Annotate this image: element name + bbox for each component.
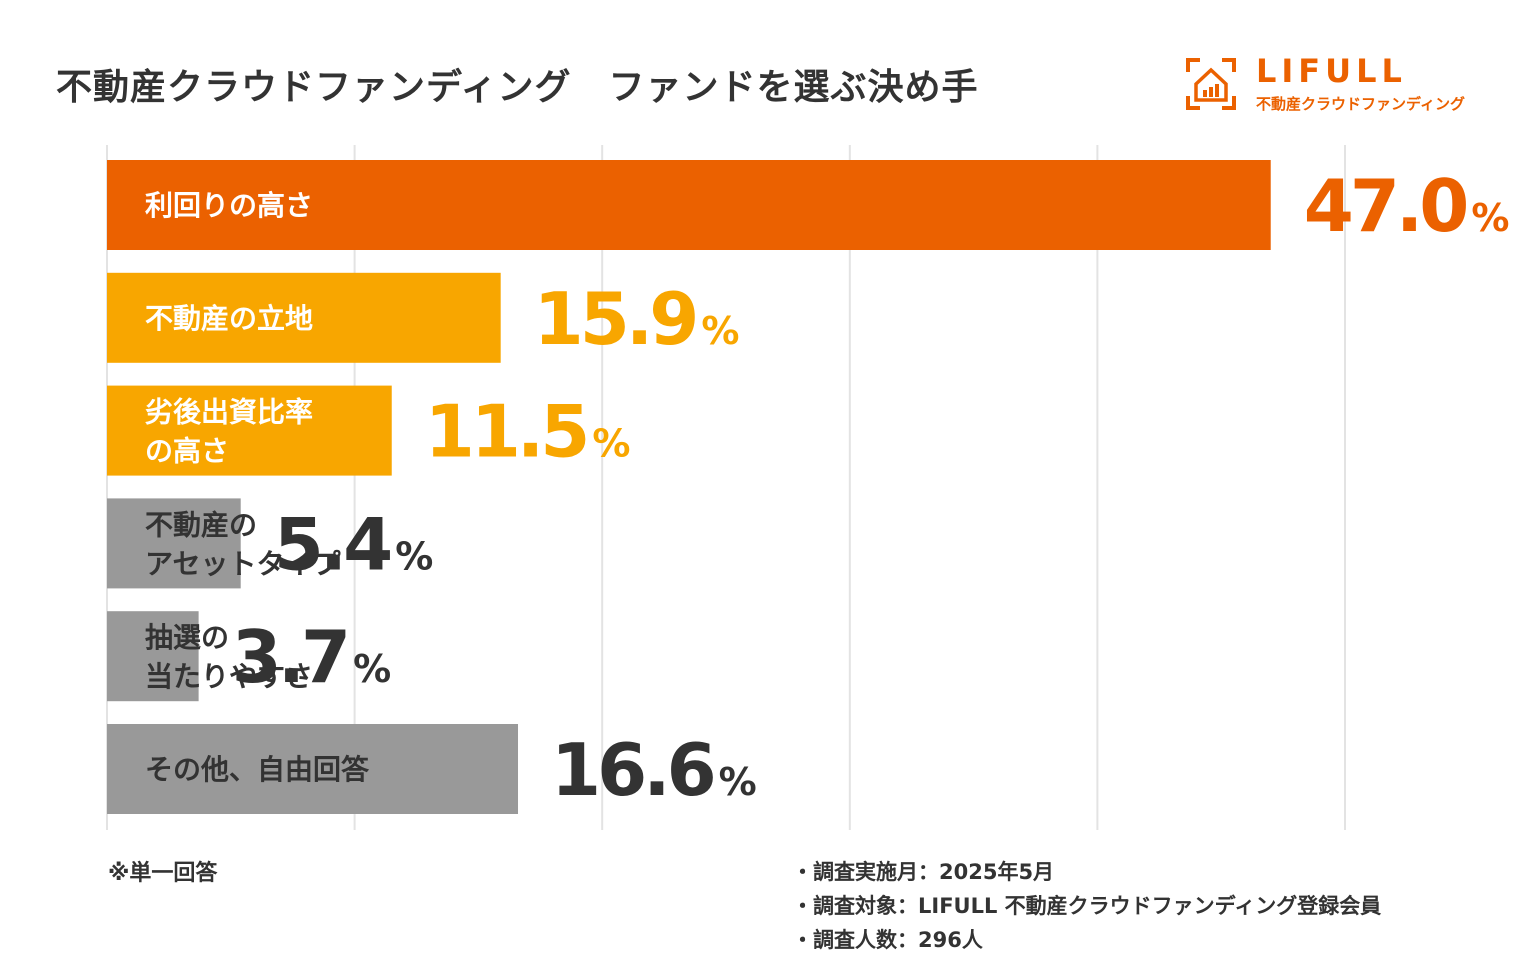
- value-label: 5.4%: [274, 502, 433, 586]
- answer-type-note: ※単一回答: [108, 861, 218, 886]
- bar: [107, 498, 241, 589]
- lifull-logo: LIFULL 不動産クラウドファンディング: [1186, 52, 1486, 118]
- category-label: 抽選の当たりやすさ: [145, 621, 313, 693]
- category-label: 利回りの高さ: [145, 189, 313, 222]
- value-label: 15.9%: [534, 277, 739, 361]
- house-bracket-icon: [1186, 58, 1236, 110]
- value-label: 16.6%: [551, 728, 756, 812]
- chart-title: 不動産クラウドファンディング ファンドを選ぶ決め手: [56, 67, 979, 108]
- survey-target-note: ・調査対象：LIFULL 不動産クラウドファンディング登録会員: [792, 894, 1382, 918]
- category-label: 不動産の立地: [145, 302, 313, 335]
- survey-month-note: ・調査実施月：2025年5月: [792, 860, 1055, 884]
- logo-name: LIFULL: [1256, 52, 1407, 90]
- survey-count-note: ・調査人数：296人: [792, 928, 983, 952]
- value-label: 3.7%: [232, 615, 391, 699]
- bar: [107, 160, 1271, 250]
- category-label: 不動産のアセットタイプ: [145, 508, 341, 580]
- bar: [107, 272, 501, 363]
- value-label: 47.0%: [1304, 164, 1509, 248]
- category-label: その他、自由回答: [145, 753, 370, 786]
- survey-notes: ・調査実施月：2025年5月 ・調査対象：LIFULL 不動産クラウドファンディ…: [792, 855, 1381, 957]
- bar: [107, 385, 392, 476]
- value-label: 11.5%: [425, 390, 630, 474]
- bar: [107, 611, 199, 702]
- category-label: 劣後出資比率の高さ: [145, 396, 313, 468]
- logo-subtitle: 不動産クラウドファンディング: [1256, 95, 1465, 113]
- bar: [107, 724, 519, 814]
